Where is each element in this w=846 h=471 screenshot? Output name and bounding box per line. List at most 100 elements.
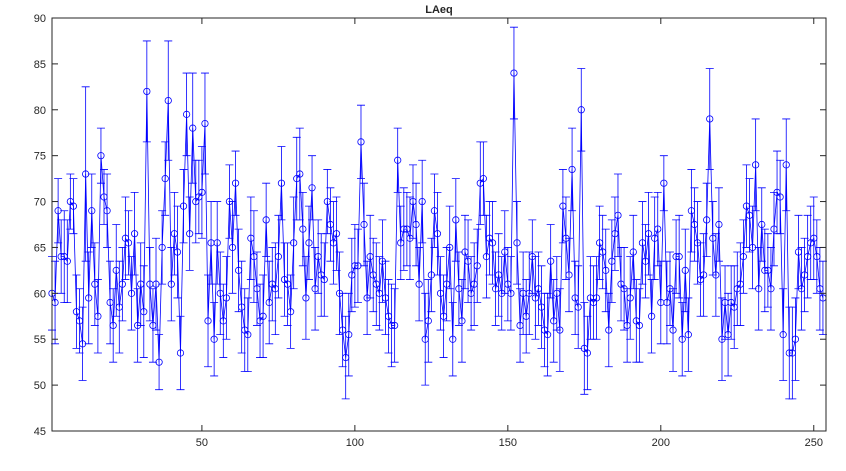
marker <box>173 248 182 256</box>
marker <box>106 298 114 307</box>
marker <box>461 248 469 256</box>
marker <box>183 110 191 118</box>
marker <box>143 87 151 96</box>
marker <box>537 303 546 311</box>
marker <box>797 285 806 293</box>
marker <box>103 207 111 215</box>
marker <box>592 294 601 302</box>
marker <box>479 175 487 183</box>
marker <box>360 220 368 229</box>
marker <box>488 239 497 247</box>
marker <box>724 331 732 339</box>
axes-box <box>51 17 827 432</box>
marker <box>225 197 234 206</box>
marker <box>644 230 653 238</box>
marker <box>449 335 457 343</box>
marker <box>323 197 331 206</box>
marker <box>513 239 521 247</box>
marker <box>547 257 555 265</box>
marker <box>204 317 212 325</box>
marker <box>72 308 81 316</box>
marker <box>571 294 579 302</box>
marker <box>231 179 240 187</box>
marker <box>755 285 763 293</box>
marker <box>577 106 585 114</box>
x-tick-label: 100 <box>346 437 364 449</box>
marker <box>250 253 258 261</box>
chart-title: LAeq <box>425 4 453 16</box>
marker <box>544 331 552 339</box>
marker <box>78 340 87 348</box>
marker <box>69 202 78 210</box>
y-tick-label: 45 <box>34 426 46 438</box>
marker <box>764 266 772 274</box>
marker <box>409 197 417 206</box>
marker <box>253 285 261 293</box>
marker <box>277 179 286 187</box>
marker <box>179 202 188 210</box>
marker <box>498 289 506 297</box>
marker <box>412 220 420 229</box>
x-tick-label: 250 <box>805 437 823 449</box>
marker <box>235 266 243 274</box>
marker <box>271 285 279 293</box>
y-tick-label: 90 <box>34 13 46 25</box>
marker <box>690 220 699 229</box>
marker <box>730 303 738 311</box>
marker <box>290 239 298 247</box>
marker <box>287 308 295 316</box>
marker <box>406 234 414 242</box>
marker <box>491 285 500 293</box>
marker <box>137 280 145 288</box>
marker <box>75 317 84 325</box>
marker <box>342 353 350 362</box>
marker <box>397 239 405 247</box>
marker <box>198 188 206 196</box>
marker <box>687 207 695 215</box>
marker <box>596 239 604 247</box>
marker <box>210 335 218 343</box>
marker <box>348 271 356 279</box>
marker <box>742 202 751 210</box>
marker <box>611 230 619 238</box>
x-tick-label: 150 <box>499 437 517 449</box>
marker <box>436 289 445 297</box>
marker <box>375 289 383 297</box>
marker <box>626 294 634 302</box>
marker <box>186 230 194 238</box>
marker <box>562 234 570 242</box>
marker <box>302 294 310 302</box>
marker <box>244 331 252 339</box>
marker <box>369 271 377 279</box>
marker <box>635 321 643 330</box>
marker <box>531 294 539 302</box>
marker <box>706 115 714 123</box>
marker <box>170 230 178 238</box>
marker <box>525 289 533 297</box>
marker <box>247 234 255 242</box>
marker <box>758 220 766 229</box>
marker <box>467 289 475 297</box>
y-tick-label: 60 <box>34 288 46 300</box>
marker <box>464 257 472 265</box>
marker <box>296 170 304 178</box>
marker <box>718 335 726 343</box>
marker <box>91 280 99 288</box>
marker <box>167 280 175 288</box>
marker <box>470 280 478 288</box>
marker <box>238 303 246 311</box>
marker <box>311 285 319 293</box>
marker <box>501 248 509 256</box>
marker <box>794 248 803 256</box>
marker <box>131 230 139 238</box>
marker <box>57 253 65 261</box>
marker <box>158 243 166 252</box>
marker <box>672 253 680 261</box>
marker <box>384 312 393 320</box>
marker <box>320 275 328 284</box>
marker <box>381 294 390 302</box>
marker <box>283 280 292 288</box>
marker <box>666 285 674 293</box>
y-tick-label: 80 <box>34 105 46 117</box>
